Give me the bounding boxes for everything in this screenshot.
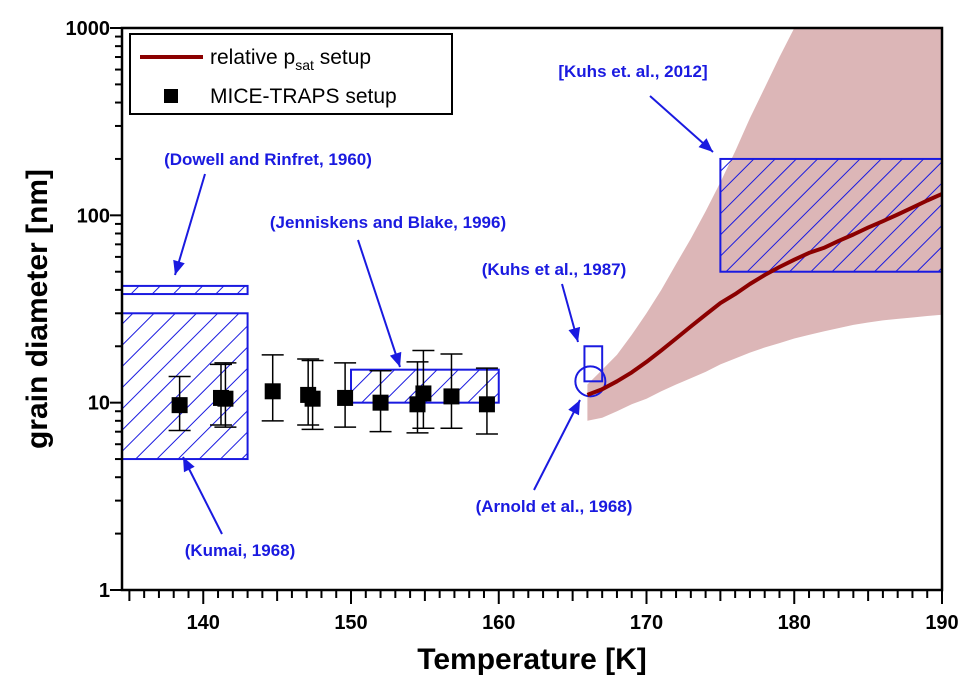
annotation-label: (Jenniskens and Blake, 1996) [270, 213, 506, 232]
plot-frame [120, 26, 944, 592]
x-tick-label: 150 [334, 612, 367, 634]
data-point-3 [261, 354, 284, 422]
legend-label-relative-psat: relative psat setup [210, 46, 371, 73]
y-axis-title: grain diameter [nm] [21, 169, 54, 449]
annotations: (Dowell and Rinfret, 1960) (Kumai, 1968) (… [164, 62, 714, 560]
data-point-2 [214, 362, 237, 428]
x-axis-title: Temperature [K] [417, 643, 646, 676]
annotation-label: (Arnold et al., 1968) [476, 497, 633, 516]
literature-region-1 [122, 312, 249, 461]
x-tick-label: 190 [925, 612, 958, 634]
marker-square [372, 394, 389, 411]
data-point-11 [475, 367, 498, 435]
marker-square [478, 396, 495, 413]
marker-square [304, 390, 321, 407]
marker-square [443, 388, 460, 405]
data-point-6 [334, 362, 357, 428]
x-tick-label: 140 [187, 612, 220, 634]
axes: 140 150 160 170 180 190 1 10 100 1000 Temperature … [21, 18, 959, 676]
annotation-arrow-line [357, 239, 401, 368]
data-point-0 [168, 375, 191, 432]
y-tick-label: 1 [99, 580, 110, 602]
annotation-arrowhead [183, 457, 195, 473]
annotation-arrow-line [182, 456, 223, 535]
marker-square [264, 383, 281, 400]
legend-label-mice-traps: MICE-TRAPS setup [210, 85, 397, 108]
series-line-relative-psat [586, 192, 942, 397]
annotation-arrowhead [173, 259, 185, 275]
legend-box [129, 33, 453, 115]
annotation-label: [Kuhs et. al., 2012] [558, 62, 707, 81]
annotation-label: (Kumai, 1968) [185, 541, 296, 560]
data-point-9 [412, 349, 435, 430]
annotation-label: (Dowell and Rinfret, 1960) [164, 150, 372, 169]
literature-region-5 [719, 157, 942, 273]
annotation-label: (Kuhs et al., 1987) [482, 260, 627, 279]
annotation-arrow-line [533, 399, 581, 491]
data-point-7 [369, 370, 392, 433]
x-tick-label: 160 [482, 612, 515, 634]
x-tick-label: 170 [630, 612, 663, 634]
marker-square [337, 389, 354, 406]
literature-region-3 [583, 345, 604, 383]
data-point-10 [440, 353, 463, 430]
annotation-arrowhead [568, 326, 581, 342]
legend-square-swatch [164, 89, 178, 103]
annotation-arrowhead [698, 138, 713, 152]
marker-square [217, 390, 234, 407]
y-tick-label: 1000 [66, 18, 111, 40]
annotation-arrowhead [568, 400, 580, 416]
plot-area: (Dowell and Rinfret, 1960) (Kumai, 1968) (… [122, 28, 942, 560]
literature-region-4 [574, 365, 607, 398]
annotation-arrow-line [649, 95, 714, 153]
x-tick-label: 180 [778, 612, 811, 634]
marker-square [171, 397, 188, 414]
plot-clip-group [122, 28, 942, 461]
annotation-arrow-line [174, 173, 206, 276]
legend: relative psat setup MICE-TRAPS setup [129, 33, 453, 115]
data-point-5 [301, 359, 324, 431]
y-tick-label: 10 [88, 393, 110, 415]
literature-region-0 [122, 284, 249, 296]
marker-square [415, 385, 432, 402]
y-tick-label: 100 [77, 205, 110, 227]
annotation-arrowhead [389, 351, 402, 367]
